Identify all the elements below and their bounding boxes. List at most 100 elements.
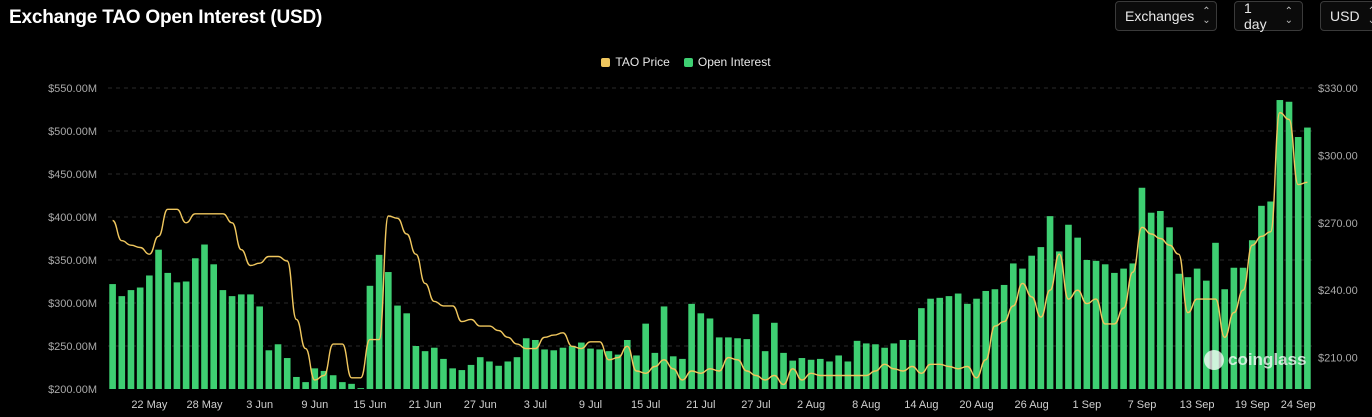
y-left-tick-label: $350.00M [48, 255, 97, 267]
open-interest-bar [890, 343, 898, 389]
open-interest-bar [982, 290, 990, 389]
legend-label-tao-price: TAO Price [615, 55, 670, 69]
open-interest-bar [1111, 272, 1118, 389]
open-interest-bar [192, 258, 199, 389]
x-tick-label: 15 Jul [631, 399, 660, 411]
open-interest-bar [394, 305, 401, 389]
open-interest-bar [1009, 263, 1017, 389]
open-interest-bar [633, 355, 640, 389]
open-interest-bar [173, 282, 181, 389]
x-tick-label: 13 Sep [1180, 399, 1215, 411]
legend-item-open-interest[interactable]: Open Interest [683, 55, 771, 69]
open-interest-bars [109, 100, 1311, 389]
open-interest-bar [127, 290, 135, 389]
x-tick-label: 28 May [186, 399, 223, 411]
open-interest-bar [1239, 267, 1247, 389]
y-right-tick-label: $330.00 [1318, 83, 1358, 95]
open-interest-bar [642, 323, 649, 389]
open-interest-bar [1304, 127, 1311, 389]
open-interest-bar [430, 347, 438, 389]
open-interest-bar [936, 297, 944, 389]
open-interest-bar [725, 337, 732, 389]
x-tick-label: 3 Jun [246, 399, 273, 411]
open-interest-bar [1147, 212, 1155, 389]
open-interest-bar [991, 289, 999, 389]
open-interest-bar [1120, 268, 1127, 389]
open-interest-bar [752, 314, 760, 389]
open-interest-bar [1092, 260, 1100, 389]
open-interest-bar [1267, 201, 1274, 389]
open-interest-bar [1157, 210, 1164, 389]
open-interest-bar [1065, 224, 1072, 389]
open-interest-bar [1101, 264, 1109, 389]
open-interest-bar [375, 254, 383, 389]
legend-item-tao-price[interactable]: TAO Price [601, 55, 670, 69]
open-interest-bar [706, 318, 714, 389]
x-tick-label: 1 Sep [1072, 399, 1101, 411]
open-interest-bar [927, 298, 934, 389]
right-axis-labels: $210.00 $240.00 $270.00 $300.00 $330.00 [1318, 83, 1358, 365]
open-interest-bar [568, 346, 576, 389]
open-interest-bar [403, 313, 411, 389]
open-interest-bar [697, 313, 705, 389]
interval-select[interactable]: 1 day ⌃ ⌄ [1234, 0, 1303, 32]
open-interest-bar [1294, 137, 1302, 389]
open-interest-bar [237, 294, 245, 389]
open-interest-bar [311, 368, 319, 389]
x-tick-label: 21 Jul [686, 399, 715, 411]
chevron-updown-icon: ⌃ ⌄ [1202, 6, 1211, 26]
interval-select-label: 1 day [1244, 0, 1267, 32]
open-interest-bar [908, 339, 916, 389]
exchanges-select[interactable]: Exchanges ⌃ ⌄ [1115, 1, 1217, 31]
open-interest-bar [1000, 284, 1008, 389]
open-interest-bar [853, 340, 861, 389]
x-tick-label: 3 Jul [524, 399, 547, 411]
open-interest-bar [283, 358, 291, 389]
open-interest-bar [320, 370, 328, 389]
x-tick-label: 24 Sep [1281, 399, 1316, 411]
chevron-updown-icon: ⌃ ⌄ [1367, 6, 1372, 26]
open-interest-bar [835, 355, 842, 389]
coinglass-logo-icon [1204, 350, 1224, 370]
x-axis-labels: 22 May 28 May 3 Jun 9 Jun 15 Jun 21 Jun 27 Jun… [131, 399, 1315, 411]
open-interest-bar [348, 383, 355, 389]
open-interest-bar [532, 339, 539, 389]
open-interest-bar [1221, 289, 1228, 389]
open-interest-bar [1166, 227, 1173, 389]
open-interest-bar [495, 365, 502, 389]
open-interest-bar [789, 360, 797, 389]
open-interest-bar [219, 290, 227, 389]
y-left-tick-label: $250.00M [48, 341, 97, 353]
x-tick-label: 26 Aug [1015, 399, 1049, 411]
open-interest-bar [1019, 268, 1026, 389]
open-interest-bar [945, 296, 953, 389]
y-left-tick-label: $300.00M [48, 298, 97, 310]
coinglass-watermark: coinglass [1204, 350, 1306, 370]
x-tick-label: 9 Jul [579, 399, 602, 411]
watermark-text: coinglass [1228, 350, 1307, 369]
open-interest-bar [247, 294, 254, 389]
open-interest-bar [1285, 101, 1293, 389]
open-interest-bar [293, 376, 300, 389]
x-tick-label: 22 May [131, 399, 168, 411]
open-interest-bar [109, 284, 116, 389]
open-interest-bar [1175, 273, 1183, 389]
left-axis-labels: $200.00M $250.00M $300.00M $350.00M $400.00M… [48, 83, 97, 396]
open-interest-bar [743, 339, 751, 389]
x-tick-label: 27 Jul [741, 399, 770, 411]
open-interest-bar [274, 344, 282, 389]
currency-select-label: USD [1330, 8, 1360, 24]
legend-swatch-open-interest [683, 57, 693, 67]
open-interest-bar [265, 350, 273, 389]
open-interest-bar [862, 343, 870, 389]
open-interest-bar [385, 272, 392, 389]
open-interest-bar [467, 364, 475, 389]
open-interest-bar [329, 375, 337, 389]
open-interest-bar [155, 249, 162, 389]
open-interest-bar [596, 349, 604, 389]
open-interest-bar [357, 388, 365, 389]
open-interest-bar [504, 361, 512, 389]
open-interest-bar [513, 357, 521, 389]
currency-select[interactable]: USD ⌃ ⌄ [1320, 1, 1372, 31]
open-interest-bar [541, 349, 548, 389]
